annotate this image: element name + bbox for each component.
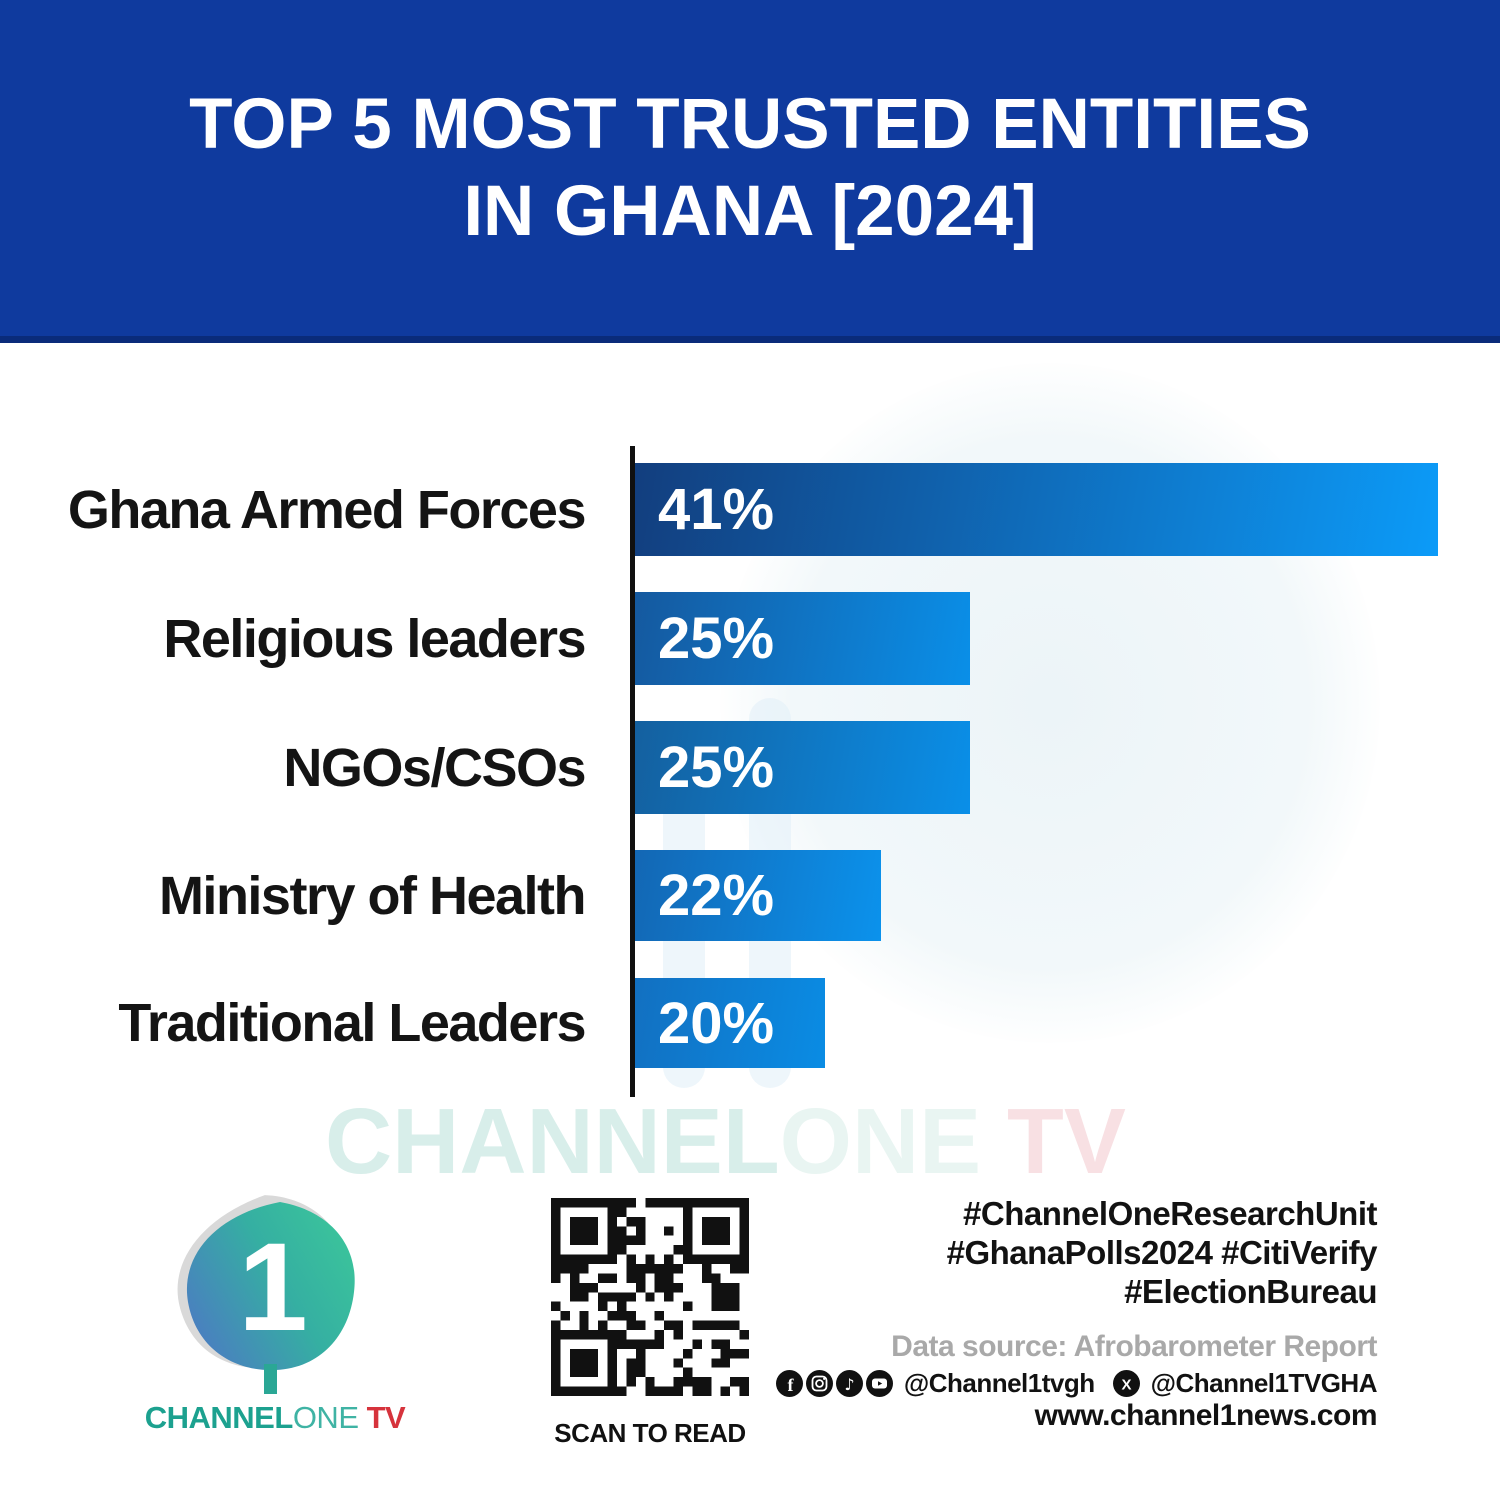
hashtag-line-1: #ChannelOneResearchUnit: [963, 1195, 1377, 1232]
bar: 25%: [635, 592, 970, 685]
social-handle-x: @Channel1TVGHA: [1150, 1367, 1378, 1398]
logo-wordmark: CHANNELONE TV: [120, 1400, 430, 1436]
x-icon: X: [1112, 1369, 1140, 1397]
svg-text:X: X: [1121, 1376, 1131, 1393]
social-row: f ♪ @Channel1tvgh X @Channel1TVGHA: [775, 1367, 1378, 1398]
logo-mark-icon: 1: [177, 1195, 355, 1394]
bar-value-label: 25%: [658, 606, 775, 671]
svg-text:f: f: [787, 1375, 794, 1395]
bar: 41%: [635, 463, 1438, 556]
qr-caption: SCAN TO READ: [554, 1418, 746, 1448]
logo-wordmark-tv: TV: [358, 1400, 406, 1435]
title-line-1: TOP 5 MOST TRUSTED ENTITIES: [189, 85, 1311, 164]
page-title: TOP 5 MOST TRUSTED ENTITIES IN GHANA [20…: [189, 81, 1311, 255]
category-label: Traditional Leaders: [118, 993, 586, 1053]
bar-value-label: 20%: [658, 990, 775, 1056]
hashtags: #ChannelOneResearchUnit #GhanaPolls2024 …: [946, 1194, 1378, 1311]
watermark-wordmark: CHANNELONE TV: [325, 1088, 1126, 1195]
category-label: Ministry of Health: [158, 865, 587, 926]
watermark-tv: TV: [981, 1089, 1126, 1193]
title-line-2: IN GHANA [2024]: [463, 172, 1037, 251]
watermark-one: ONE: [779, 1089, 982, 1193]
bar: 20%: [635, 978, 825, 1068]
hashtag-line-2: #GhanaPolls2024 #CitiVerify: [946, 1234, 1378, 1271]
header-banner: TOP 5 MOST TRUSTED ENTITIES IN GHANA [20…: [0, 0, 1500, 343]
category-label: NGOs/CSOs: [283, 737, 586, 798]
facebook-icon: f: [775, 1369, 803, 1397]
category-label: Religious leaders: [163, 608, 586, 669]
bar-value-label: 25%: [658, 735, 775, 800]
y-axis-line: [630, 446, 635, 1097]
category-label: Ghana Armed Forces: [67, 479, 587, 540]
social-handle-main: @Channel1tvgh: [903, 1367, 1095, 1398]
logo-wordmark-channel: CHANNEL: [144, 1400, 294, 1435]
svg-text:1: 1: [238, 1218, 308, 1357]
channel-one-logo: 1: [168, 1192, 378, 1397]
bar: 22%: [635, 850, 881, 941]
svg-text:♪: ♪: [844, 1375, 854, 1394]
bar-value-label: 41%: [658, 477, 775, 542]
bar-value-label: 22%: [658, 863, 775, 928]
hashtag-line-3: #ElectionBureau: [1124, 1273, 1377, 1310]
logo-wordmark-one: ONE: [292, 1400, 359, 1435]
data-source: Data source: Afrobarometer Report: [891, 1330, 1377, 1363]
instagram-icon: [805, 1369, 833, 1397]
youtube-icon: [865, 1369, 893, 1397]
qr-code: [551, 1198, 749, 1396]
bar: 25%: [635, 721, 970, 814]
watermark-channel: CHANNEL: [325, 1089, 780, 1193]
tiktok-icon: ♪: [835, 1369, 863, 1397]
website-url: www.channel1news.com: [1034, 1399, 1378, 1432]
bar-chart: 41% Ghana Armed Forces 25% Religious leader…: [0, 343, 1500, 1103]
